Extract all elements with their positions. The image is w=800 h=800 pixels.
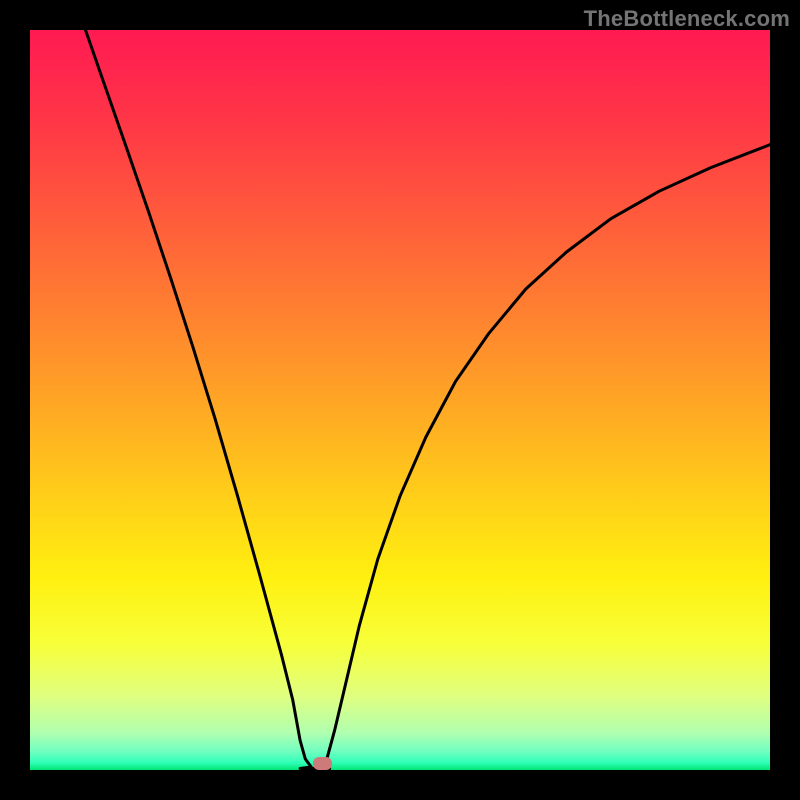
watermark-text: TheBottleneck.com <box>584 6 790 32</box>
gradient-background <box>30 30 770 770</box>
chart-svg <box>30 30 770 770</box>
plot-area <box>30 30 770 770</box>
vertex-marker <box>313 757 332 770</box>
figure-container: TheBottleneck.com <box>0 0 800 800</box>
